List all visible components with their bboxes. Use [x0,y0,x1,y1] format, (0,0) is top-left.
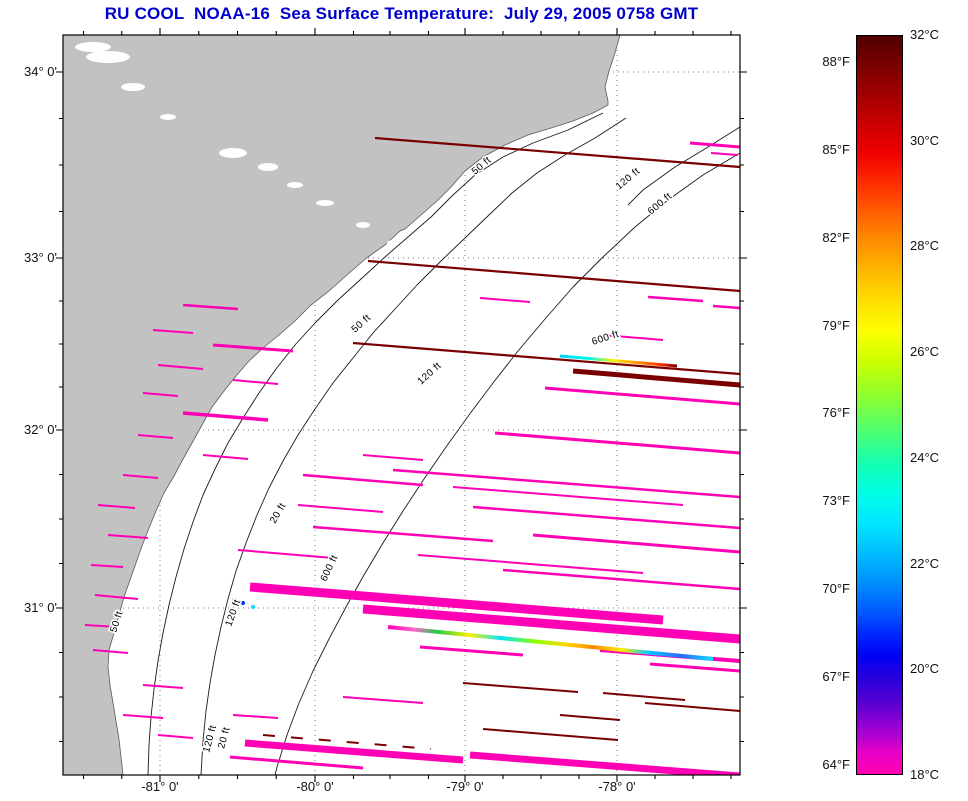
contour-label: 20 ft [216,726,232,750]
colorbar-f-label: 76°F [822,405,850,420]
lon-tick-label-81: -81° 0' [141,779,179,794]
lat-tick-label-34: 34° 0' [24,64,57,79]
colorbar-f-label: 70°F [822,581,850,596]
axis-tick-marks [56,28,747,782]
colorbar-c-label: 20°C [910,661,940,676]
colorbar-f-label: 85°F [822,142,850,157]
lat-tick-label-33: 33° 0' [24,250,57,265]
map-canvas: 50 ft 120 ft 600 ft 50 ft 600 ft 120 ft … [56,28,747,782]
colorbar-c-label: 26°C [910,344,940,359]
lon-tick-label-80: -80° 0' [296,779,334,794]
map-frame [62,34,741,776]
colorbar-gradient [856,35,903,775]
figure-title: RU COOL NOAA-16 Sea Surface Temperature:… [104,4,699,23]
map-panel: 50 ft 120 ft 600 ft 50 ft 600 ft 120 ft … [56,28,747,782]
colorbar-f-label: 64°F [822,757,850,772]
colorbar-f-label: 73°F [822,493,850,508]
bathymetry-contour-inshore [147,112,604,775]
sst-streak-rainbow-upper [559,354,678,368]
sst-streaks-dark-red [262,136,740,750]
bathymetry-contour-outer [627,126,740,206]
bathymetry-contour-mid [200,117,627,775]
colorbar-f-label: 88°F [822,54,850,69]
colorbar-f-label: 79°F [822,318,850,333]
lon-tick-label-78: -78° 0' [598,779,636,794]
colorbar-c-label: 18°C [910,767,940,782]
colorbar-f-label: 82°F [822,230,850,245]
colorbar-c-label: 32°C [910,27,940,42]
bathymetry-contour-shelfbreak [274,152,740,775]
colorbar-c-label: 24°C [910,450,940,465]
lat-tick-label-31: 31° 0' [24,600,57,615]
lon-tick-label-79: -79° 0' [446,779,484,794]
colorbar-c-label: 28°C [910,238,940,253]
sst-streak-rainbow-lower [387,625,714,661]
colorbar-f-label: 67°F [822,669,850,684]
colorbar-c-label: 22°C [910,556,940,571]
land-cloud-patches [75,42,399,246]
sst-streaks-magenta [84,141,740,775]
colorbar-c-label: 30°C [910,133,940,148]
sst-specks [232,598,255,609]
lat-tick-label-32: 32° 0' [24,422,57,437]
